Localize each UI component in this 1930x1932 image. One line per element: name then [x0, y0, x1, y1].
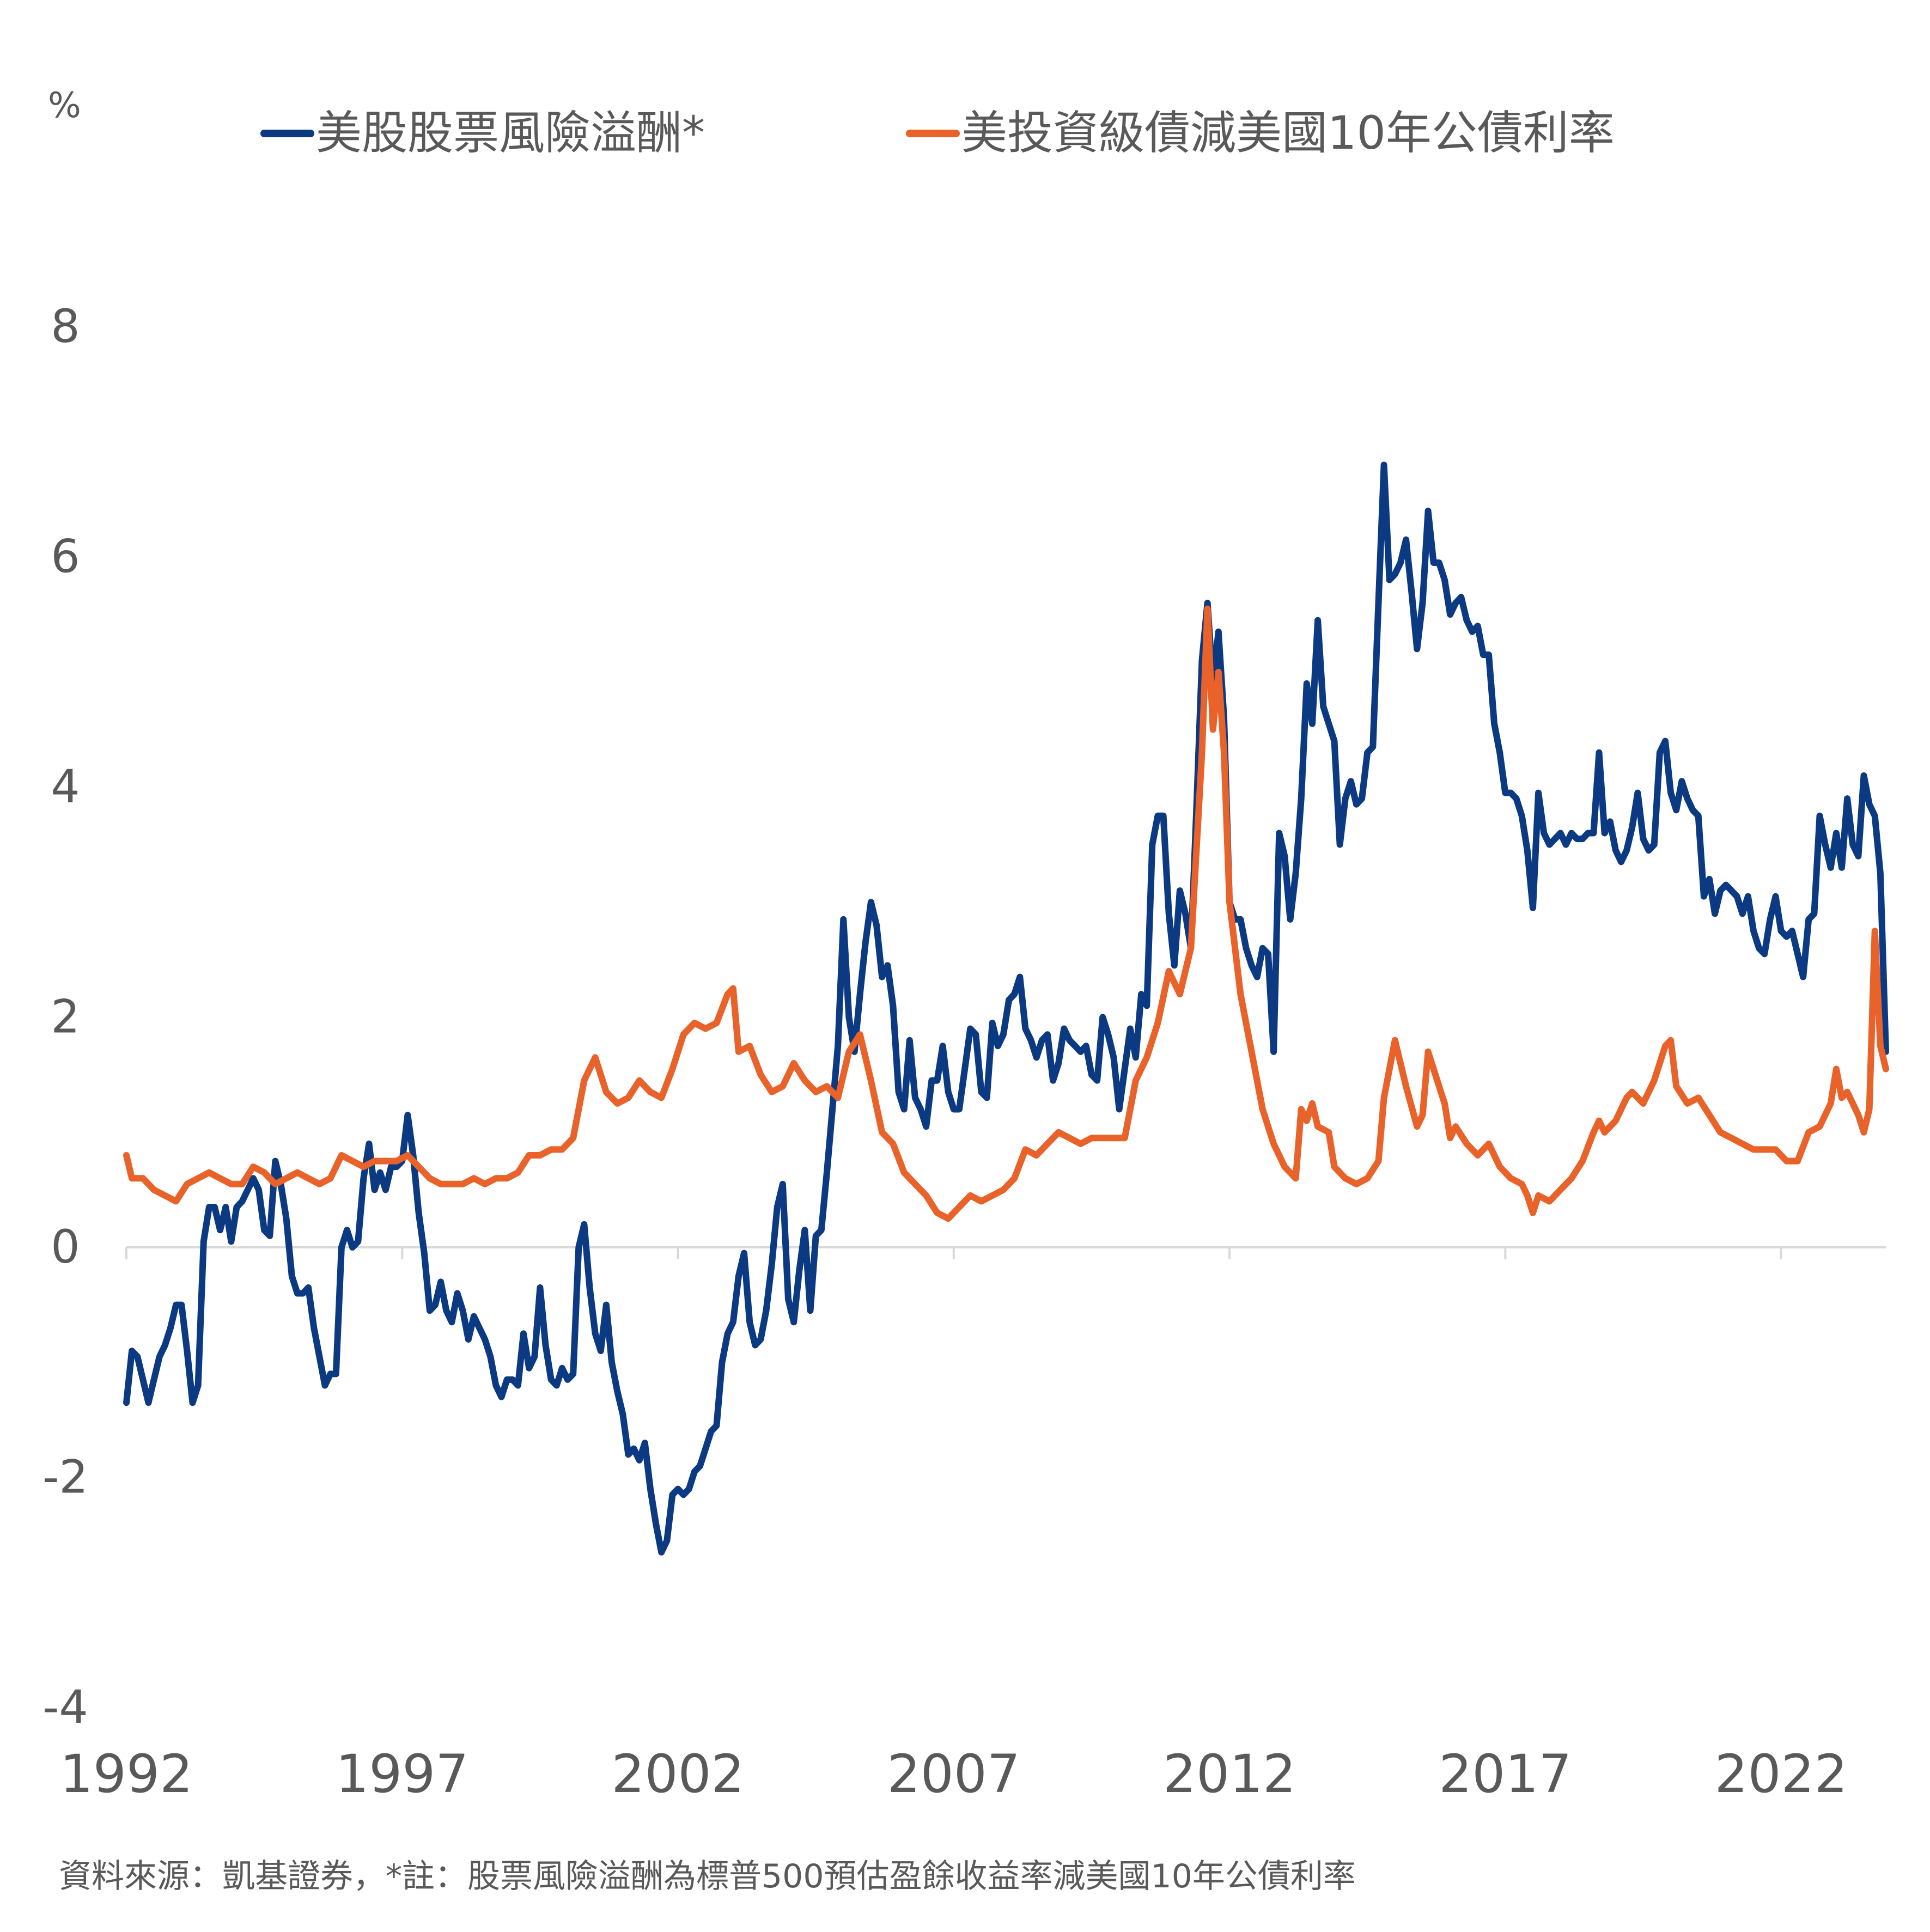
legend-item-equity-risk-premium: 美股股票風險溢酬*: [260, 106, 705, 160]
x-tick-label: 2017: [1439, 1744, 1572, 1805]
series-line-equity-risk-premium: [123, 461, 1889, 1556]
x-tick-label: 2022: [1714, 1744, 1847, 1805]
y-axis-unit-label: %: [48, 86, 81, 126]
series-line-ig-spread: [123, 605, 1889, 1222]
x-tick-label: 1997: [336, 1744, 468, 1805]
y-tick-label: -4: [42, 1680, 88, 1734]
x-tick-label: 2007: [887, 1744, 1020, 1805]
legend-label-ig-spread: 美投資級債減美國10年公債利率: [961, 106, 1615, 160]
y-tick-label: 2: [51, 990, 80, 1044]
x-tick-label: 2012: [1163, 1744, 1296, 1805]
x-tick-label: 2002: [611, 1744, 744, 1805]
y-tick-label: 4: [51, 760, 80, 813]
y-tick-label: -2: [42, 1450, 88, 1504]
legend-item-ig-spread: 美投資級債減美國10年公債利率: [906, 106, 1615, 160]
source-note: 資料來源：凱基證券，*註：股票風險溢酬為標普500預估盈餘收益率減美國10年公債…: [59, 1857, 1356, 1896]
series-lines: [123, 461, 1889, 1556]
x-axis-ticks: 1992 1997 2002 2007 2012 2017 2022: [60, 1247, 1848, 1805]
y-tick-label: 6: [51, 530, 80, 583]
y-tick-label: 8: [51, 300, 80, 353]
y-axis-ticks: 8 6 4 2 0 -2 -4: [42, 300, 88, 1734]
y-tick-label: 0: [51, 1220, 80, 1273]
x-tick-label: 1992: [60, 1744, 193, 1805]
legend-label-equity-risk-premium: 美股股票風險溢酬*: [316, 106, 705, 160]
legend: 美股股票風險溢酬* 美投資級債減美國10年公債利率: [260, 106, 1615, 160]
